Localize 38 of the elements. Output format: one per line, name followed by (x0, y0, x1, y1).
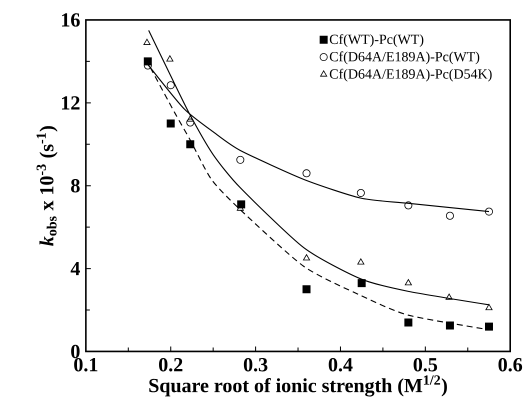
point (236, 156, 244, 164)
legend-label: Cf(D64A/E189A)-Pc(D54K) (330, 68, 492, 82)
point (166, 81, 175, 90)
point (302, 169, 311, 178)
y-tick-label: 0 (71, 344, 80, 358)
point (446, 321, 454, 330)
legend-label: Cf(D64A/E189A)-Pc(WT) (330, 51, 480, 64)
point (186, 115, 194, 122)
point (446, 212, 454, 220)
point (186, 140, 194, 148)
x-tick-label: 0.2 (159, 358, 182, 372)
legend-label: Cf(WT)-Pc(WT) (330, 34, 424, 47)
point (303, 254, 310, 260)
point (484, 207, 493, 216)
point (404, 278, 412, 286)
x-tick-label: 0.3 (244, 358, 268, 372)
x-axis-title: Square root of ionic strength (M$^{1/2}$) (149, 375, 447, 396)
point (356, 188, 365, 197)
point (186, 118, 194, 126)
x-tick-label: 0.1 (74, 358, 98, 372)
point (358, 278, 366, 287)
point (404, 201, 412, 210)
x-tick-label: 0.4 (328, 358, 353, 372)
y-axis-title: k$_{obs}$ x 10$^{-3}$ (s$^{-1}$) (36, 126, 58, 246)
y-tick-label: 8 (71, 178, 80, 192)
x-tick-label: 0.6 (498, 358, 522, 372)
point (143, 38, 150, 45)
point (166, 119, 175, 128)
point (404, 318, 412, 326)
y-tick-label: 12 (62, 96, 80, 110)
y-tick-label: 4 (70, 262, 80, 275)
point (357, 258, 364, 264)
x-tick-label: 0.5 (414, 358, 438, 372)
y-tick-label: 16 (62, 13, 80, 27)
point (302, 285, 311, 294)
point (484, 322, 493, 330)
point (446, 293, 453, 300)
point (166, 55, 174, 62)
